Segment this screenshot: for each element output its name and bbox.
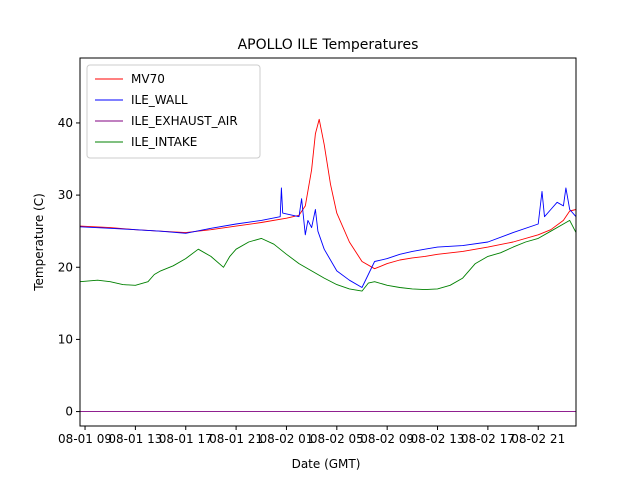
series-line-ile-wall [79,187,577,288]
plot-frame [79,57,577,427]
legend-box [86,64,261,159]
y-tick-label: 10 [58,332,73,346]
legend-label: ILE_INTAKE [131,135,197,149]
y-tick-label: 0 [65,405,73,419]
legend-label: ILE_EXHAUST_AIR [131,114,238,128]
x-tick-label: 08-02 17 [461,432,515,446]
x-axis-label: Date (GMT) [292,457,361,471]
series-line-mv70 [79,118,577,270]
x-tick-label: 08-01 09 [58,432,112,446]
legend-label: ILE_WALL [131,93,188,107]
x-tick-label: 08-01 21 [209,432,263,446]
series-line-ile-intake [79,219,577,292]
y-axis: 0 10 20 30 40 [58,116,80,419]
legend-label: MV70 [131,72,165,86]
x-tick-label: 08-01 13 [108,432,162,446]
y-axis-label: Temperature (C) [32,193,46,292]
legend: MV70 ILE_WALL ILE_EXHAUST_AIR ILE_INTAKE [86,64,261,159]
x-tick-label: 08-01 17 [159,432,213,446]
y-tick-label: 30 [58,188,73,202]
chart-title: APOLLO ILE Temperatures [238,37,419,53]
x-tick-label: 08-02 21 [511,432,565,446]
x-tick-label: 08-02 05 [310,432,364,446]
series-layer [79,118,577,413]
y-tick-label: 20 [58,260,73,274]
x-tick-label: 08-02 13 [411,432,465,446]
x-tick-label: 08-02 01 [259,432,313,446]
x-tick-label: 08-02 09 [360,432,414,446]
y-tick-label: 40 [58,116,73,130]
